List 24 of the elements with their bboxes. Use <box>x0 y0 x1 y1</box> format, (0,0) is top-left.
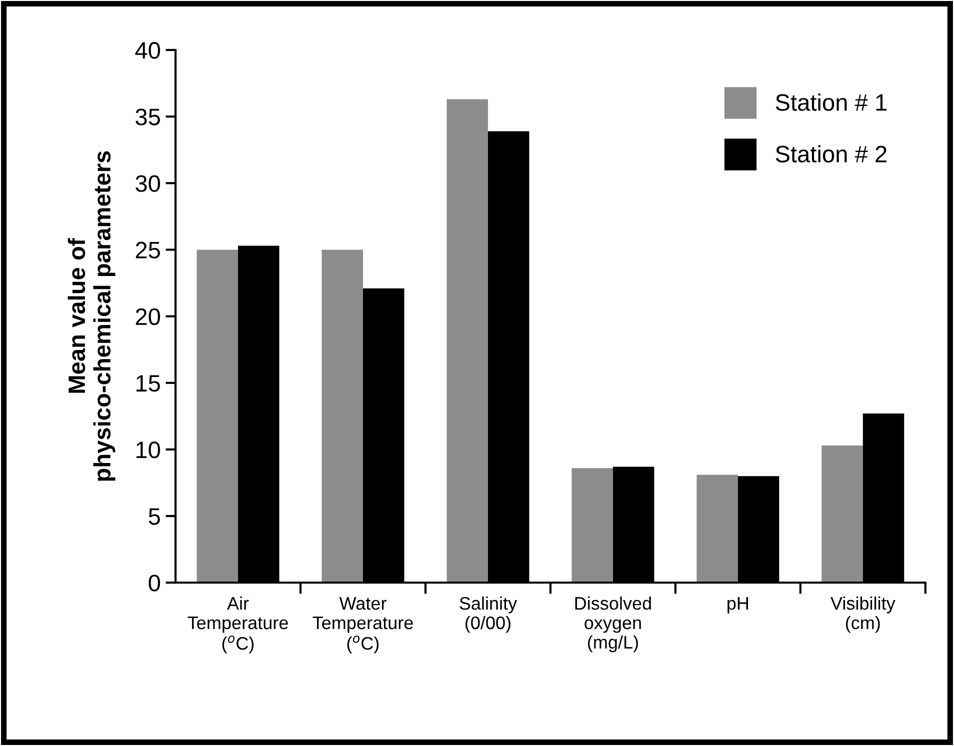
bar <box>822 445 863 583</box>
y-tick-label: 30 <box>136 175 160 192</box>
bar <box>446 99 488 583</box>
y-tick-label: 20 <box>136 308 160 326</box>
legend-label: Station # 1 <box>776 94 886 111</box>
bar <box>322 250 363 583</box>
bar <box>696 474 738 583</box>
bar <box>572 468 613 583</box>
y-tick-label: 25 <box>136 242 160 259</box>
x-tick-label: Water Temperature ($^{o}$C) <box>312 597 413 654</box>
y-tick-label: 35 <box>136 108 160 126</box>
legend-label: Station # 2 <box>776 145 886 162</box>
y-tick-label: 15 <box>136 375 160 392</box>
x-tick-label: Air Temperature ($^{o}$C) <box>188 596 288 654</box>
x-tick-label: Visibility (cm) <box>830 596 896 633</box>
y-tick-label: 0 <box>148 574 160 592</box>
x-tick-label: pH <box>728 597 748 614</box>
y-tick-label: 10 <box>136 442 160 458</box>
bar <box>196 250 238 583</box>
x-tick-label: Salinity (0/00) <box>460 596 518 633</box>
y-axis-title: Mean value of physico-chemical parameters <box>68 151 116 481</box>
y-tick-label: 40 <box>135 42 160 59</box>
y-tick-label: 5 <box>148 508 160 525</box>
x-tick-label: Dissolved oxygen (mg/L) <box>575 596 651 652</box>
